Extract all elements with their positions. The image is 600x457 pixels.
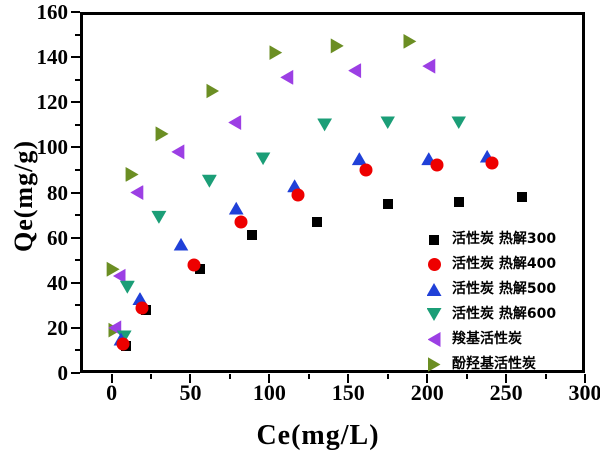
data-point-circle [234, 215, 248, 229]
data-point-circle [187, 258, 201, 272]
axis-tick [75, 349, 80, 352]
y-tick-label: 0 [57, 361, 69, 385]
x-tick-label: 300 [568, 380, 600, 405]
axis-tick [110, 374, 113, 383]
axis-tick [71, 101, 80, 104]
axis-tick [71, 236, 80, 239]
legend-item: 活性炭 热解600 [425, 302, 556, 327]
legend-marker-circle [425, 258, 443, 271]
y-tick-label: 140 [36, 45, 69, 70]
legend-item: 活性炭 热解500 [425, 277, 556, 302]
legend-label: 活性炭 热解400 [452, 256, 557, 272]
data-point-square [382, 198, 393, 209]
y-tick-label: 160 [36, 0, 69, 24]
plot-area [80, 12, 585, 373]
legend: 活性炭 热解300 活性炭 热解400 活性炭 热解500 活性炭 热解600 羧基活性… [425, 227, 556, 377]
axis-tick [71, 11, 80, 13]
legend-marker-triangle-right [425, 357, 443, 372]
axis-tick [347, 374, 350, 383]
legend-marker-square [425, 234, 443, 245]
x-tick-label: 100 [252, 380, 286, 405]
axis-tick [71, 372, 80, 374]
legend-item: 酚羟基活性炭 [425, 352, 556, 377]
legend-item: 羧基活性炭 [425, 327, 556, 352]
legend-label: 羧基活性炭 [452, 331, 522, 347]
y-tick-label: 80 [47, 180, 68, 205]
y-tick-label: 100 [36, 135, 69, 160]
data-point-circle [135, 301, 149, 315]
x-tick-label: 150 [331, 380, 365, 405]
data-point-circle [291, 188, 305, 202]
data-point-square [453, 196, 464, 207]
axis-tick [75, 304, 80, 307]
data-point-circle [359, 163, 373, 177]
data-point-circle [485, 156, 499, 170]
axis-tick [465, 374, 468, 379]
axis-tick [75, 168, 80, 171]
legend-label: 活性炭 热解600 [452, 306, 557, 322]
axis-tick [386, 374, 389, 379]
axis-tick [71, 56, 80, 59]
x-axis-title: Ce(mg/L) [256, 420, 380, 451]
axis-tick [505, 374, 508, 383]
legend-marker-triangle-down [425, 308, 443, 321]
axis-tick [75, 259, 80, 262]
data-point-square [516, 192, 527, 202]
legend-item: 活性炭 热解400 [425, 252, 556, 277]
axis-tick [75, 33, 80, 36]
y-tick-label: 60 [47, 225, 68, 250]
data-point-circle [430, 158, 444, 172]
x-tick-label: 50 [179, 380, 202, 405]
x-tick-label: 250 [489, 380, 523, 405]
axis-tick [71, 281, 80, 284]
axis-tick [228, 374, 231, 379]
axis-tick [150, 374, 153, 379]
axis-tick [189, 374, 192, 383]
legend-item: 活性炭 热解300 [425, 227, 556, 252]
x-tick-label: 200 [410, 380, 444, 405]
y-tick-label: 20 [47, 315, 68, 340]
axis-tick [584, 374, 586, 383]
axis-tick [75, 78, 80, 81]
data-point-square [194, 264, 205, 275]
axis-tick [426, 374, 429, 383]
axis-tick [544, 374, 547, 379]
y-tick-label: 40 [47, 270, 68, 295]
legend-marker-triangle-up [425, 283, 443, 296]
axis-tick [71, 191, 80, 194]
axis-tick [75, 123, 80, 126]
axis-tick [75, 214, 80, 217]
legend-label: 活性炭 热解500 [452, 281, 557, 297]
data-point-circle [116, 337, 130, 351]
axis-tick [268, 374, 271, 383]
data-point-square [247, 230, 258, 241]
y-tick-label: 120 [36, 90, 69, 115]
legend-label: 活性炭 热解300 [452, 231, 557, 247]
legend-marker-triangle-left [425, 332, 443, 347]
data-point-square [311, 216, 322, 227]
axis-tick [71, 146, 80, 149]
axis-tick [307, 374, 310, 379]
x-tick-label: 0 [106, 380, 118, 405]
axis-tick [71, 326, 80, 329]
legend-label: 酚羟基活性炭 [452, 356, 536, 372]
